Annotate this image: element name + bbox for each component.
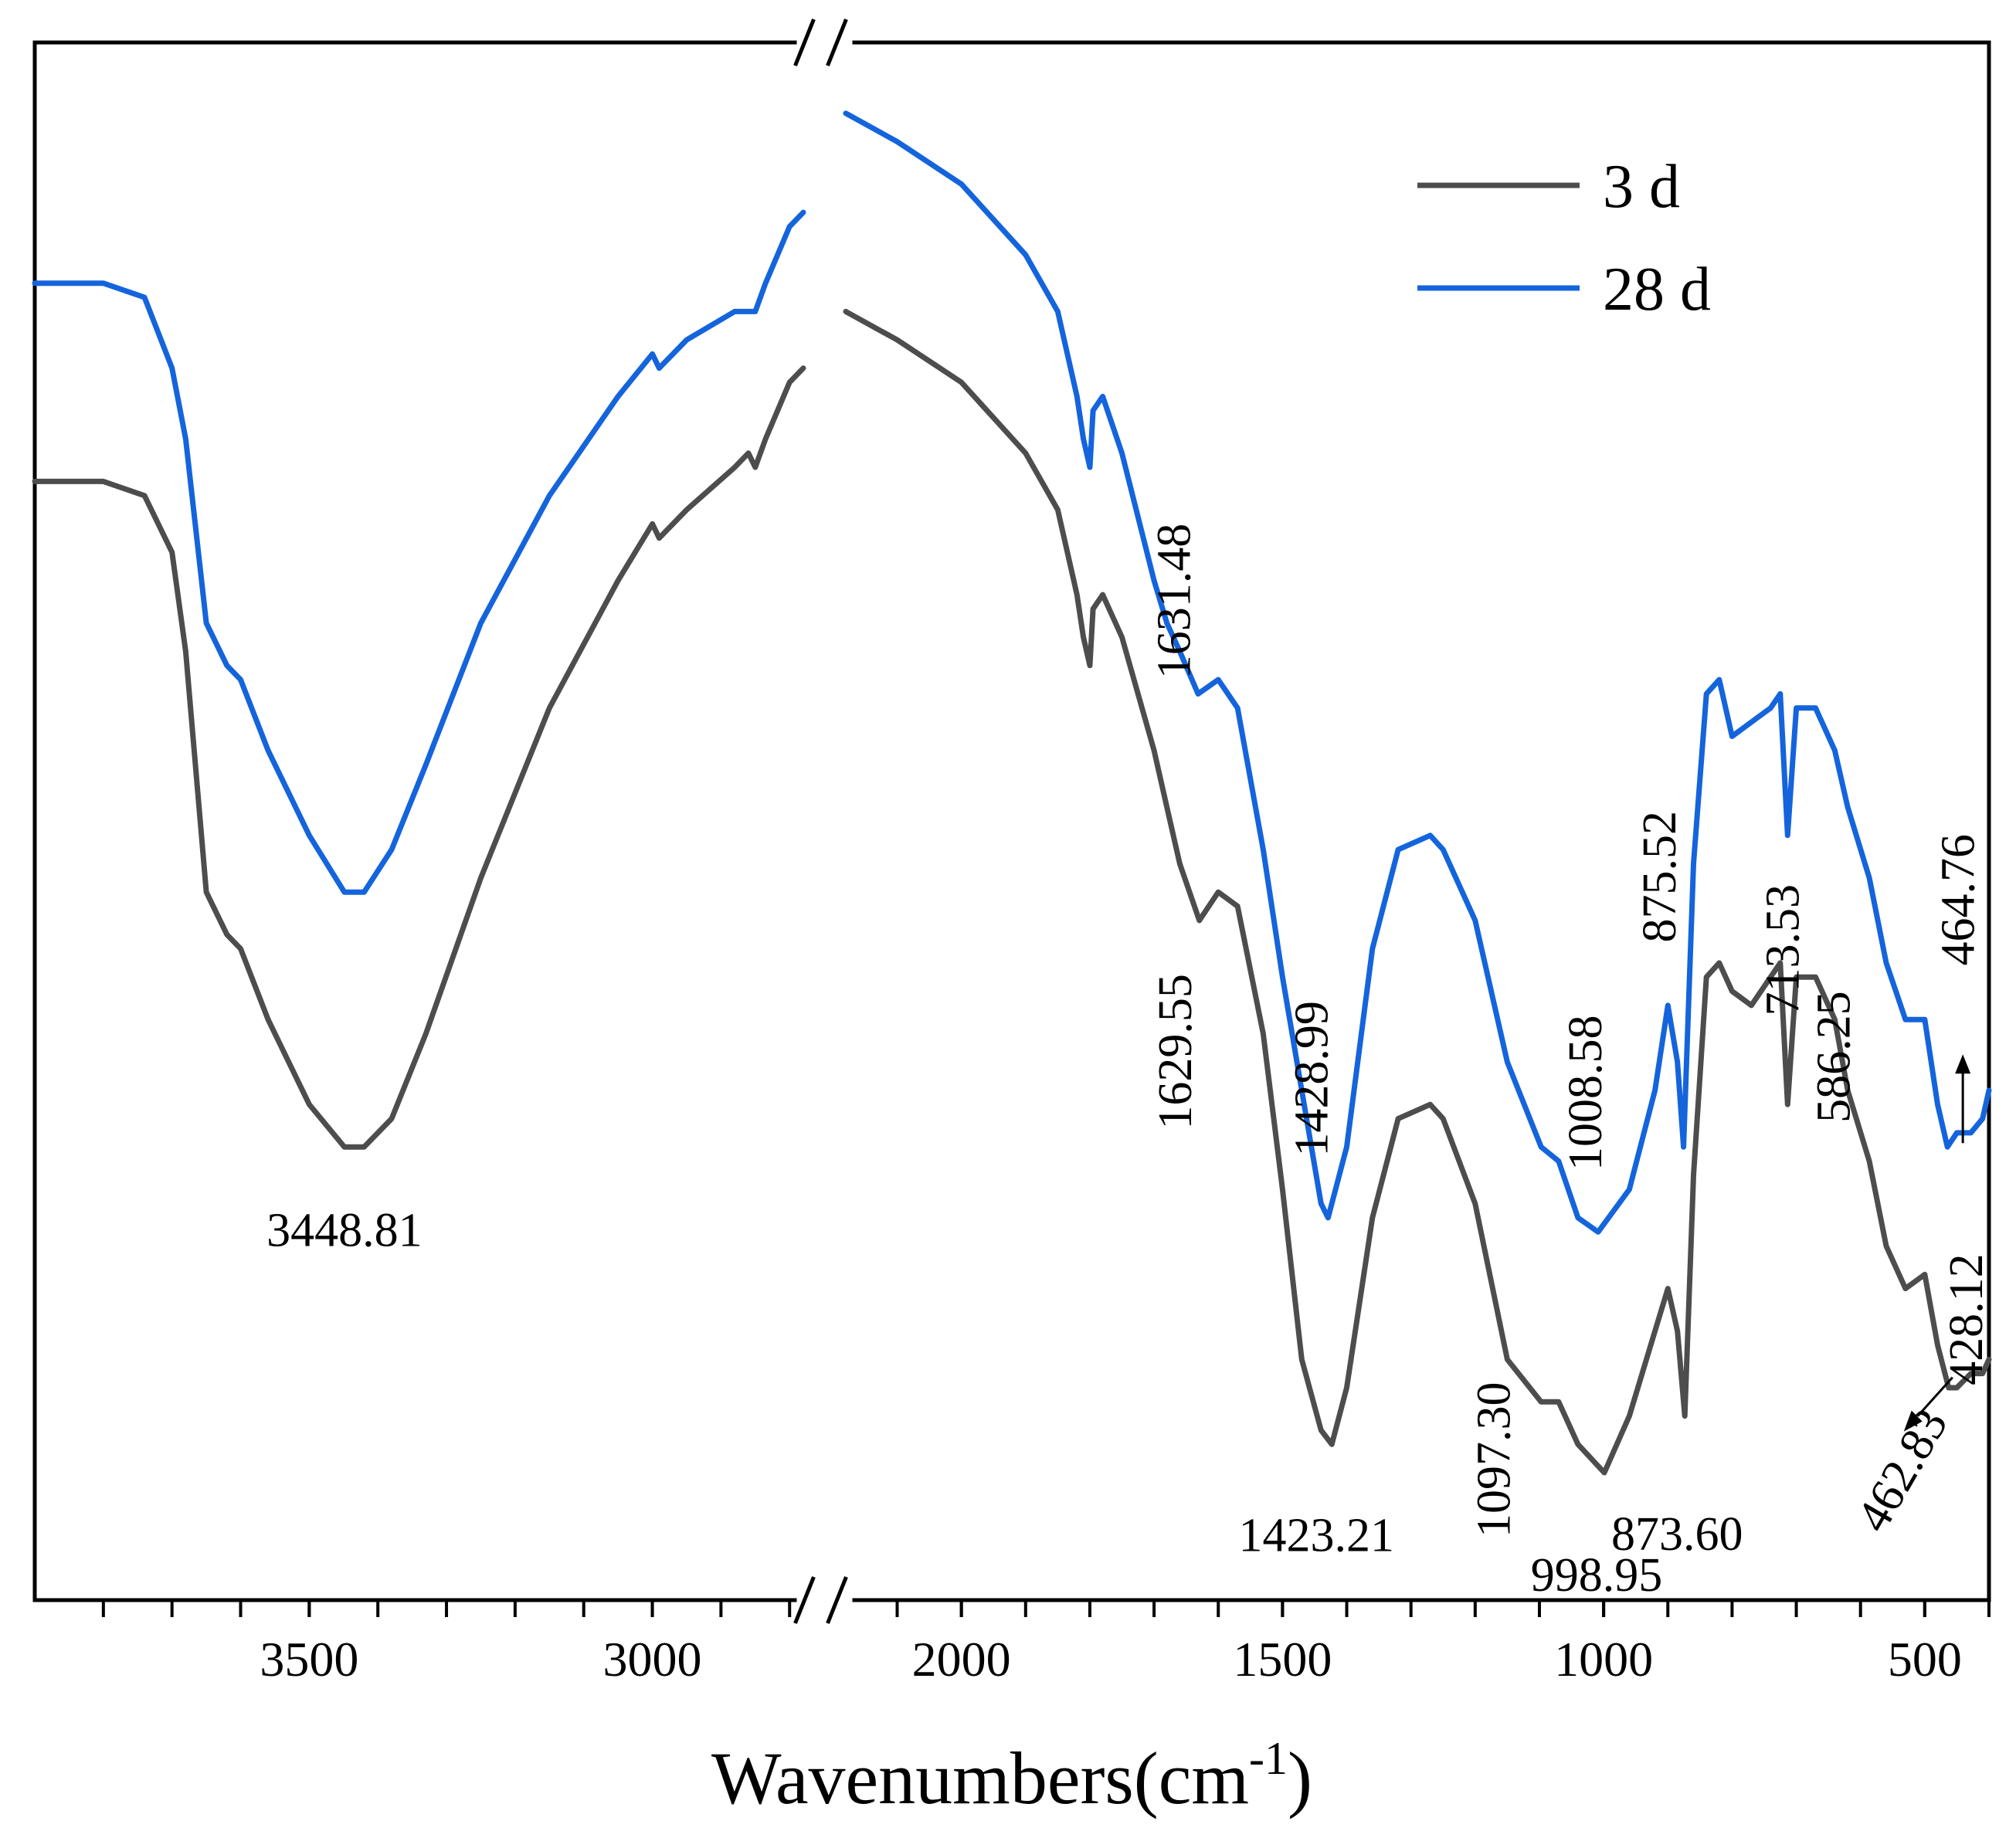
peak-label: 713.53	[1757, 884, 1810, 1016]
peak-label: 1629.55	[1149, 974, 1202, 1130]
x-axis-title-main: Wavenumbers(cm	[711, 1737, 1249, 1819]
axis-break-marks	[793, 19, 853, 1624]
peak-label: 462.83	[1847, 1400, 1958, 1541]
break-slash	[793, 1576, 816, 1624]
peak-label: 1097.30	[1468, 1382, 1520, 1538]
arrow-462-shaft	[1916, 1376, 1953, 1417]
arrow-462-head	[1903, 1410, 1923, 1432]
peak-label: 3448.81	[266, 1204, 423, 1256]
x-tick-label: 2000	[912, 1632, 1011, 1687]
series-line-28d-seg1	[843, 110, 1992, 1235]
x-tick-label: 3500	[260, 1632, 358, 1687]
x-axis-title-close: )	[1288, 1737, 1312, 1819]
legend-label-28d: 28 d	[1603, 256, 1711, 324]
x-axis-ticks: 3500 3000 2000 1500 1000 500	[101, 1600, 1991, 1687]
break-slash	[826, 19, 848, 66]
series-line-3d-seg1	[843, 308, 1992, 1476]
plot-frame	[32, 40, 1991, 1602]
x-tick-label: 500	[1888, 1632, 1962, 1687]
break-slash	[826, 1576, 848, 1624]
peak-label: 873.60	[1611, 1508, 1743, 1561]
peak-label: 1008.58	[1560, 1016, 1612, 1172]
peak-label: 998.95	[1531, 1549, 1663, 1602]
series-group	[32, 110, 1992, 1476]
x-tick-label: 1500	[1233, 1632, 1332, 1687]
peak-label: 1428.99	[1286, 1001, 1339, 1157]
x-axis-title: Wavenumbers(cm-1)	[711, 1733, 1312, 1819]
x-tick-label: 3000	[603, 1632, 702, 1687]
peak-label: 875.52	[1634, 811, 1686, 943]
peak-label: 586.25	[1807, 991, 1860, 1123]
peak-annotations: 3448.81 1631.48 1629.55 1428.99 1423.21 1097.…	[266, 524, 1993, 1602]
series-line-3d-seg0	[32, 365, 806, 1150]
legend: 3 d 28 d	[1417, 153, 1711, 324]
break-slash	[793, 19, 816, 66]
peak-label: 464.76	[1932, 834, 1984, 966]
x-tick-label: 1000	[1554, 1632, 1653, 1687]
legend-label-3d: 3 d	[1603, 153, 1680, 221]
peak-label: 1423.21	[1238, 1510, 1394, 1562]
x-axis-title-sup: -1	[1249, 1733, 1288, 1784]
series-line-28d-seg0	[32, 209, 806, 895]
peak-label: 428.12	[1940, 1253, 1993, 1385]
peak-label: 1631.48	[1148, 524, 1200, 680]
arrow-464-head	[1955, 1054, 1971, 1074]
